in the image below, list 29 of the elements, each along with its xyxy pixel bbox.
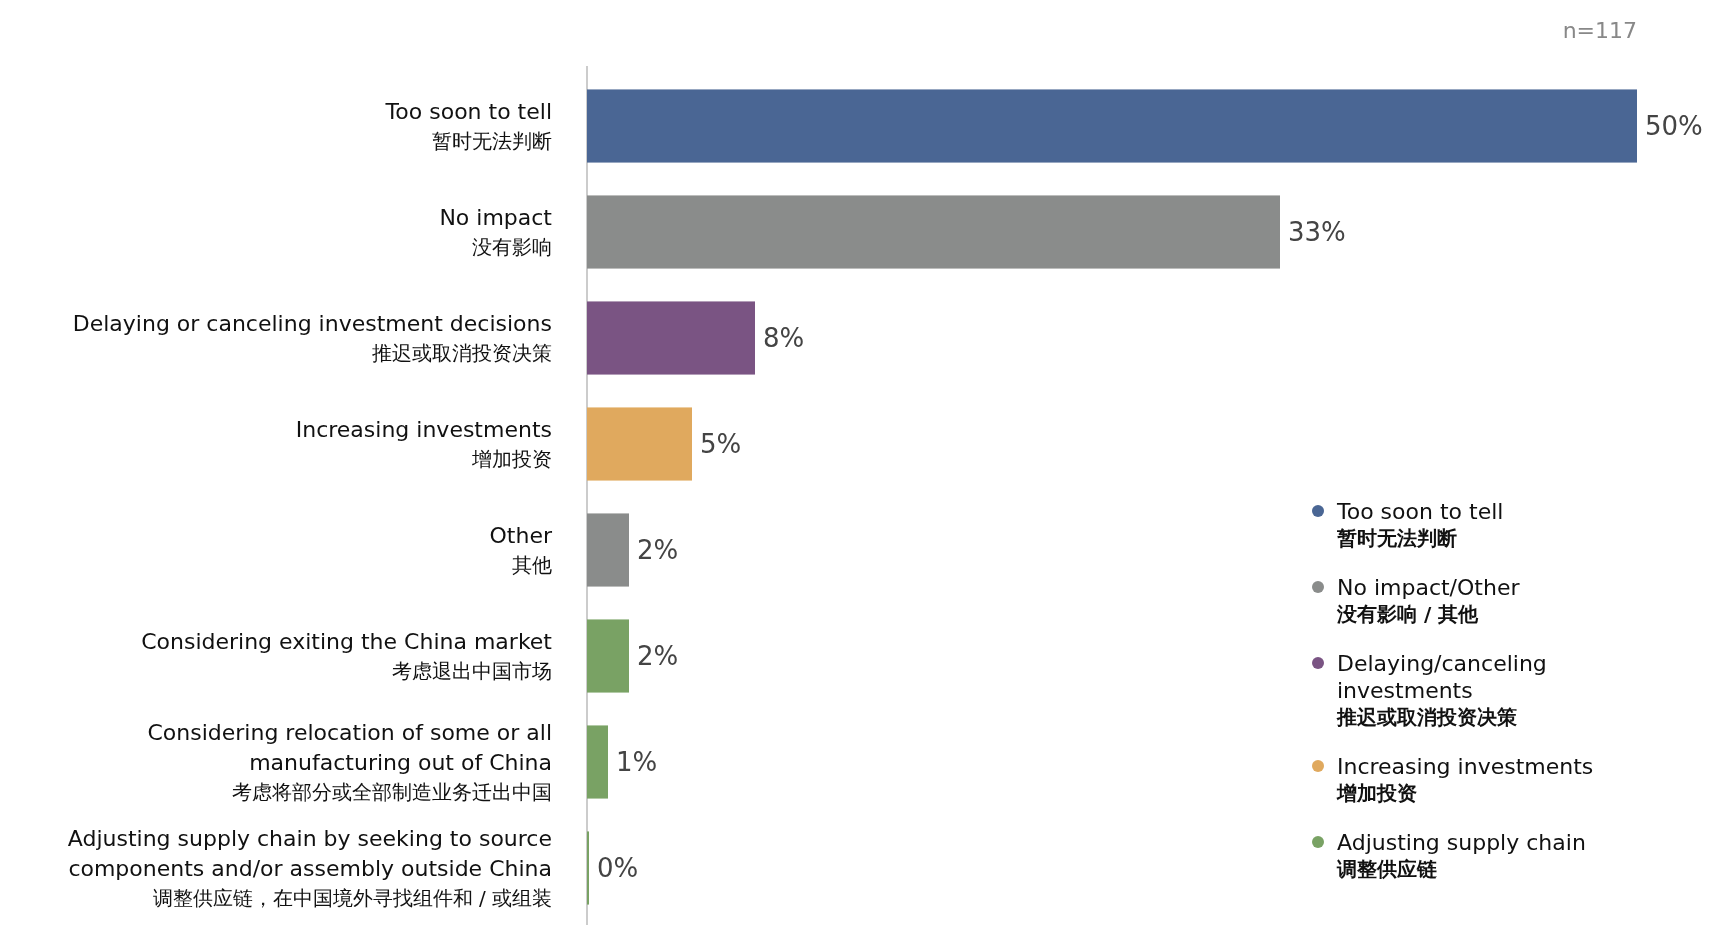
- data-label: 8%: [763, 323, 805, 354]
- y-tick-label: Considering relocation of some or all manufacturing out of China 考虑将部分或全部制造业务迁出中国: [147, 719, 552, 804]
- bar: [587, 301, 755, 375]
- bar: [587, 89, 1637, 163]
- y-tick-label: Considering exiting the China market 考虑退出中国市场: [141, 628, 553, 683]
- data-label: 33%: [1288, 217, 1346, 248]
- bar: [587, 619, 629, 693]
- legend-label: No impact/Other 没有影响 / 其他: [1336, 574, 1521, 626]
- bar: [587, 725, 608, 799]
- y-tick-label: Adjusting supply chain by seeking to source components and/or assembly outside China 调整供应链，在中国境外寻找组件和 / 或组装: [67, 825, 552, 910]
- legend-label: Increasing investments 增加投资: [1336, 753, 1594, 805]
- bar: [587, 513, 629, 587]
- legend-label: Delaying/canceling investments 推迟或取消投资决策: [1336, 650, 1547, 729]
- y-tick-label: Increasing investments 增加投资: [295, 416, 552, 471]
- legend-label: Adjusting supply chain 调整供应链: [1336, 829, 1586, 881]
- data-label: 5%: [700, 429, 742, 460]
- y-tick-label: Delaying or canceling investment decisions 推迟或取消投资决策: [72, 310, 552, 365]
- legend-label: Too soon to tell 暂时无法判断: [1336, 498, 1504, 550]
- data-label: 2%: [637, 641, 679, 672]
- bar: [587, 195, 1280, 269]
- bar: [587, 407, 692, 481]
- data-label: 50%: [1645, 111, 1703, 142]
- data-label: 1%: [616, 747, 658, 778]
- y-tick-label: No impact 没有影响: [439, 204, 553, 259]
- data-label: 2%: [637, 535, 679, 566]
- y-tick-label: Too soon to tell 暂时无法判断: [384, 98, 552, 153]
- text: n=117: [1562, 18, 1637, 43]
- y-tick-label: Other 其他: [489, 522, 553, 577]
- data-label: 0%: [597, 853, 639, 884]
